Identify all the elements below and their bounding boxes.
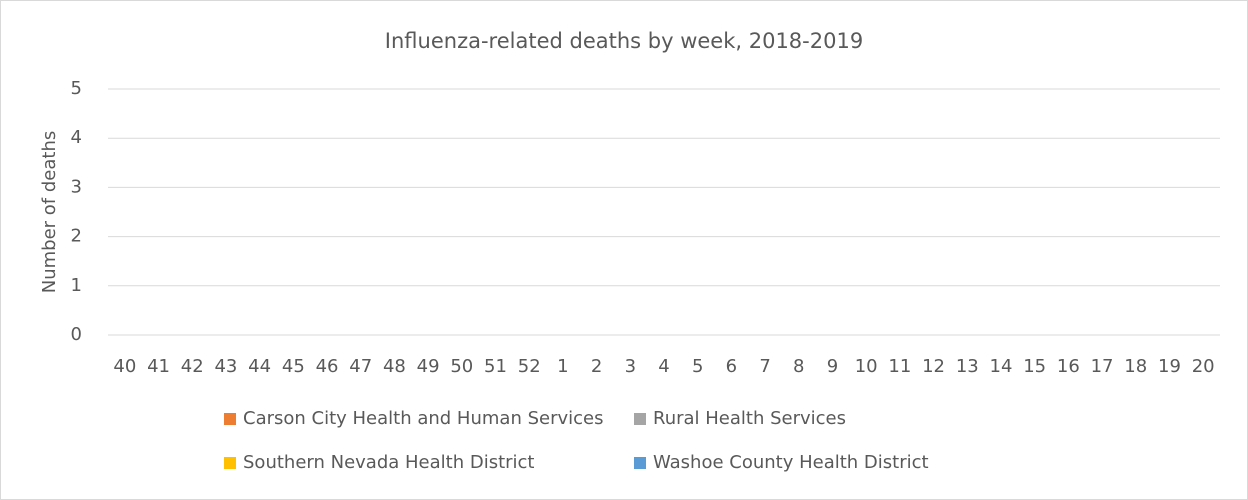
legend-label: Carson City Health and Human Services <box>243 408 603 429</box>
x-tick-label: 47 <box>349 356 372 377</box>
x-tick-label: 51 <box>484 356 507 377</box>
y-tick-label: 2 <box>71 226 82 247</box>
x-tick-label: 11 <box>888 356 911 377</box>
legend-label: Washoe County Health District <box>653 452 929 473</box>
x-tick-label: 13 <box>956 356 979 377</box>
y-tick-label: 1 <box>71 275 82 296</box>
y-tick-label: 0 <box>71 324 82 345</box>
x-tick-label: 5 <box>692 356 703 377</box>
x-tick-label: 46 <box>316 356 339 377</box>
x-tick-label: 42 <box>181 356 204 377</box>
x-tick-label: 48 <box>383 356 406 377</box>
x-tick-label: 49 <box>417 356 440 377</box>
x-tick-label: 18 <box>1124 356 1147 377</box>
chart-title: Influenza-related deaths by week, 2018-2… <box>385 29 863 53</box>
x-tick-label: 10 <box>855 356 878 377</box>
legend-swatch <box>224 457 236 469</box>
y-axis-label: Number of deaths <box>39 131 60 293</box>
legend-swatch <box>634 413 646 425</box>
x-tick-label: 9 <box>827 356 838 377</box>
x-tick-label: 15 <box>1023 356 1046 377</box>
x-tick-label: 2 <box>591 356 602 377</box>
x-tick-label: 7 <box>759 356 770 377</box>
x-tick-label: 6 <box>726 356 737 377</box>
legend-swatch <box>224 413 236 425</box>
legend-label: Southern Nevada Health District <box>243 452 534 473</box>
x-tick-label: 20 <box>1192 356 1215 377</box>
x-tick-label: 50 <box>450 356 473 377</box>
x-tick-label: 17 <box>1091 356 1114 377</box>
y-tick-label: 4 <box>71 127 82 148</box>
y-tick-label: 5 <box>71 78 82 99</box>
x-tick-label: 8 <box>793 356 804 377</box>
x-tick-label: 19 <box>1158 356 1181 377</box>
x-tick-label: 41 <box>147 356 170 377</box>
legend-label: Rural Health Services <box>653 408 846 429</box>
x-tick-label: 43 <box>214 356 237 377</box>
x-tick-label: 3 <box>625 356 636 377</box>
x-tick-label: 16 <box>1057 356 1080 377</box>
x-tick-label: 45 <box>282 356 305 377</box>
x-tick-label: 4 <box>658 356 669 377</box>
x-tick-label: 40 <box>113 356 136 377</box>
x-tick-label: 12 <box>922 356 945 377</box>
legend-swatch <box>634 457 646 469</box>
y-tick-label: 3 <box>71 176 82 197</box>
x-tick-label: 44 <box>248 356 271 377</box>
x-tick-label: 14 <box>990 356 1013 377</box>
x-tick-label: 1 <box>557 356 568 377</box>
x-tick-label: 52 <box>518 356 541 377</box>
